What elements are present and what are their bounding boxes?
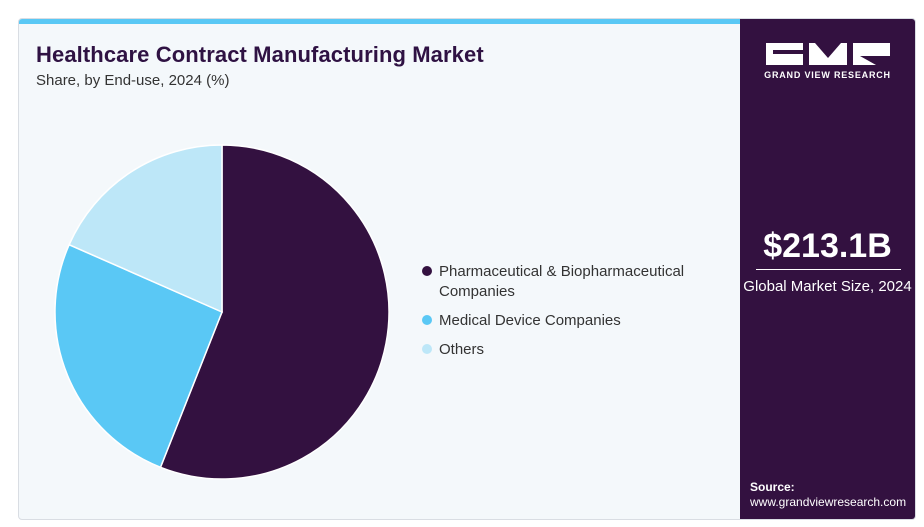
brand-logo: GRAND VIEW RESEARCH: [740, 43, 915, 80]
pie-slice-2: [68, 144, 223, 314]
legend-item: Pharmaceutical & Biopharmaceutical Compa…: [422, 262, 722, 302]
pie-slice-0: [159, 144, 390, 480]
legend-label: Medical Device Companies: [439, 312, 621, 329]
market-size-caption-text: Global Market Size, 2024: [743, 278, 912, 295]
legend-swatch-icon: [422, 315, 432, 325]
legend-swatch-icon: [422, 266, 432, 276]
top-accent-bar: [19, 19, 740, 24]
market-size-divider: [756, 269, 901, 270]
legend-item: Others: [422, 340, 722, 360]
chart-panel: Healthcare Contract Manufacturing Market…: [19, 24, 740, 519]
info-sidebar: GRAND VIEW RESEARCH $213.1B Global Marke…: [740, 19, 915, 519]
legend-item: Medical Device Companies: [422, 311, 722, 331]
market-size-value: $213.1B: [763, 227, 892, 265]
legend-label: Others: [439, 341, 485, 358]
source-link[interactable]: www.grandviewresearch.com: [750, 495, 907, 509]
source-label: Source:: [750, 480, 795, 494]
chart-subtitle: Share, by End-use, 2024 (%): [36, 72, 230, 89]
chart-title: Healthcare Contract Manufacturing Market: [36, 42, 484, 67]
brand-name: GRAND VIEW RESEARCH: [764, 70, 891, 80]
market-size-caption: Global Market Size, 2024: [740, 277, 915, 296]
legend: Pharmaceutical & Biopharmaceutical Compa…: [422, 262, 722, 369]
legend-swatch-icon: [422, 344, 432, 354]
pie-chart: [54, 144, 390, 480]
pie-slice-1: [54, 243, 223, 469]
legend-label: Pharmaceutical & Biopharmaceutical Compa…: [439, 263, 685, 300]
gvr-logo-icon: [765, 43, 890, 65]
chart-card: Healthcare Contract Manufacturing Market…: [18, 18, 916, 520]
